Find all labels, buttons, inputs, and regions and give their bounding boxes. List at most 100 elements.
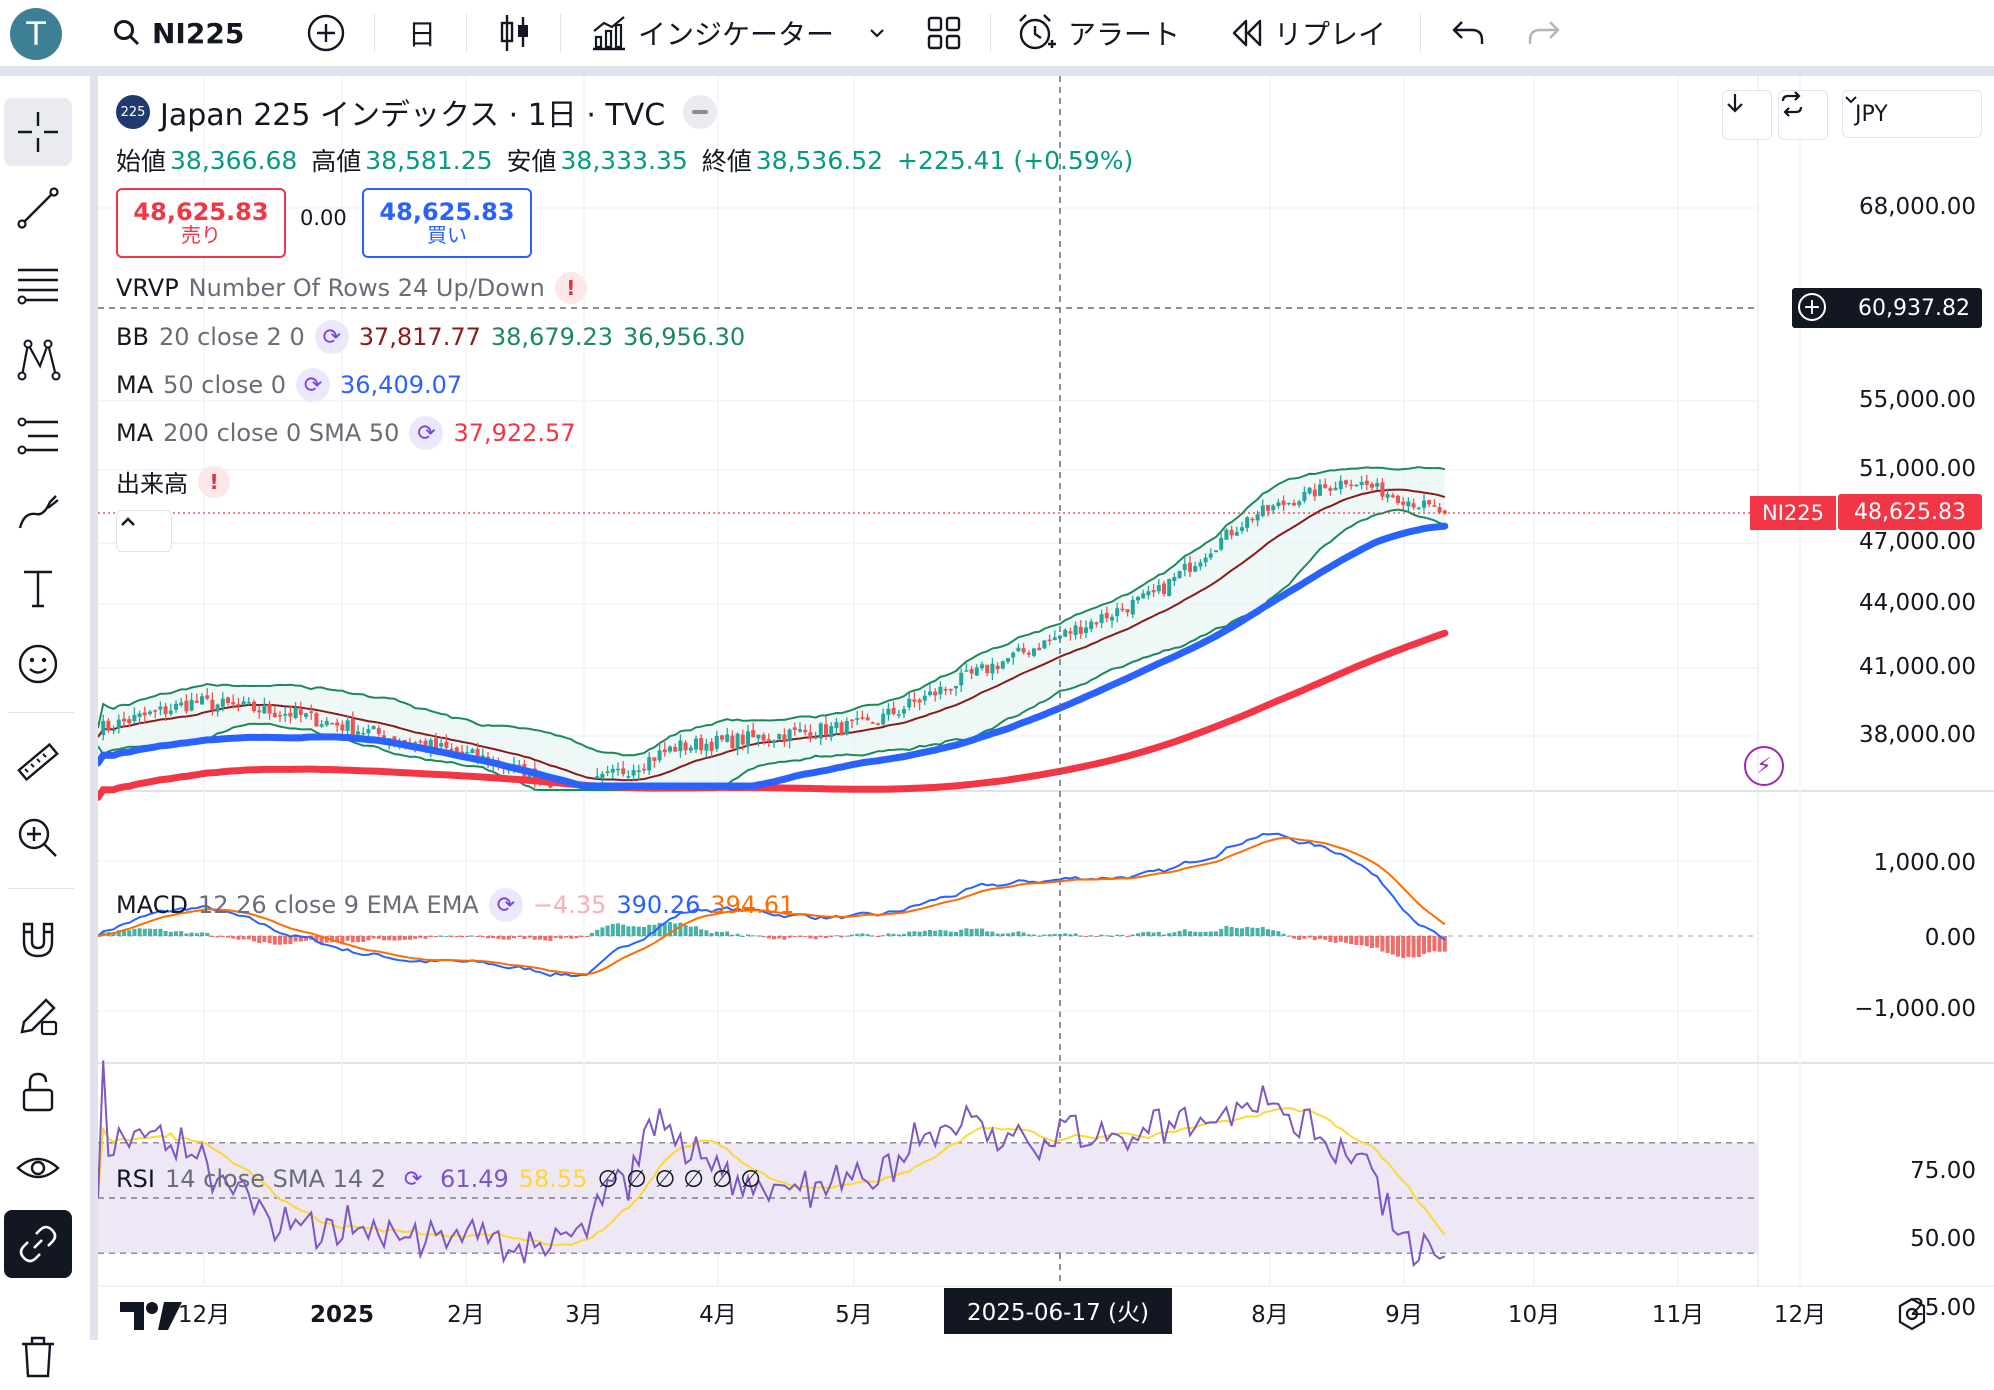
- refresh-icon[interactable]: ⟳: [488, 888, 523, 922]
- macd-histogram-bar: [678, 922, 683, 936]
- candle-body: [101, 721, 106, 736]
- candle-body: [434, 738, 438, 749]
- chart-canvas[interactable]: 12月 2025 2月 3月 4月 5月 8月 9月 10月 11月 12月 2025-06-17 (…: [98, 76, 1994, 1340]
- macd-histogram-bar: [954, 932, 958, 936]
- zoom-tool[interactable]: [4, 804, 72, 872]
- macd-histogram-bar: [938, 929, 943, 936]
- prediction-tool[interactable]: [4, 402, 72, 470]
- date-axis-label: 10月: [1508, 1302, 1560, 1328]
- sell-button[interactable]: 48,625.83 売り: [116, 188, 286, 258]
- trash-tool[interactable]: [4, 1322, 72, 1390]
- refresh-icon[interactable]: ⟳: [314, 320, 349, 354]
- collapse-indicators-button[interactable]: [116, 510, 172, 552]
- measure-tool[interactable]: [4, 728, 72, 796]
- candle-body: [605, 771, 610, 773]
- text-tool[interactable]: [4, 554, 72, 622]
- macd-histogram-bar: [792, 936, 797, 937]
- macd-histogram-bar: [1130, 934, 1135, 936]
- plus-circle-icon: [307, 14, 345, 52]
- layouts-button[interactable]: [926, 0, 962, 66]
- candle-body: [756, 734, 761, 739]
- buy-button[interactable]: 48,625.83 買い: [362, 188, 532, 258]
- macd-histogram-bar: [683, 925, 688, 936]
- hide-drawings-tool[interactable]: [4, 1134, 72, 1202]
- magnet-tool[interactable]: [4, 906, 72, 974]
- macd-histogram-bar: [1427, 936, 1432, 953]
- user-avatar[interactable]: T: [10, 8, 62, 60]
- macd-histogram-bar: [548, 936, 553, 942]
- indicators-button[interactable]: インジケーター: [590, 0, 888, 66]
- fib-tool[interactable]: [4, 250, 72, 318]
- date-axis-label: 12月: [178, 1302, 230, 1328]
- macd-legend[interactable]: MACD 12 26 close 9 EMA EMA ⟳ −4.35 390.2…: [116, 888, 794, 922]
- volume-legend[interactable]: 出来高 !: [116, 464, 230, 499]
- pattern-tool[interactable]: [4, 326, 72, 394]
- symbol-search-button[interactable]: NI225: [112, 0, 244, 66]
- interval-button[interactable]: 日: [408, 0, 436, 66]
- macd-histogram-bar: [1312, 936, 1317, 941]
- crosshair-tool[interactable]: [4, 98, 72, 166]
- refresh-icon[interactable]: ⟳: [296, 368, 331, 402]
- warning-icon[interactable]: !: [554, 272, 587, 304]
- macd-histogram-bar: [1156, 931, 1161, 936]
- macd-histogram-bar: [922, 930, 927, 936]
- candle-body: [262, 704, 267, 714]
- download-button[interactable]: [1722, 90, 1772, 140]
- ma50-name: MA: [116, 371, 154, 399]
- ma50-legend[interactable]: MA 50 close 0 ⟳ 36,409.07: [116, 368, 462, 402]
- undo-button[interactable]: [1450, 0, 1486, 66]
- vrvp-legend[interactable]: VRVP Number Of Rows 24 Up/Down !: [116, 272, 587, 304]
- ma50-value: 36,409.07: [340, 371, 463, 399]
- compare-symbol-button[interactable]: [306, 0, 346, 66]
- candle-body: [610, 768, 615, 773]
- candle-body: [980, 664, 984, 669]
- warning-icon[interactable]: !: [198, 465, 230, 498]
- macd-histogram-bar: [241, 936, 246, 940]
- sync-drawings-tool[interactable]: [4, 1210, 72, 1278]
- macd-histogram-bar: [886, 933, 891, 936]
- refresh-icon[interactable]: ⟳: [409, 416, 444, 450]
- brush-tool[interactable]: [4, 478, 72, 546]
- ma50-line: [98, 522, 1449, 790]
- plus-circle-icon[interactable]: +: [1798, 293, 1826, 321]
- auto-scale-button[interactable]: [1778, 90, 1828, 140]
- candle-body: [272, 712, 277, 718]
- macd-histogram-bar: [194, 933, 199, 936]
- candle-body: [766, 739, 771, 741]
- alert-button[interactable]: アラート: [1016, 0, 1180, 66]
- currency-select[interactable]: JPY: [1842, 90, 1982, 138]
- candle-body: [761, 734, 766, 741]
- indicators-label: インジケーター: [638, 18, 835, 51]
- candle-body: [1032, 648, 1036, 656]
- lock-drawings-pencil-tool[interactable]: [4, 982, 72, 1050]
- bb-upper-line: [98, 466, 1446, 757]
- trend-line-tool[interactable]: [4, 174, 72, 242]
- candle-body: [465, 751, 470, 754]
- lock-tool[interactable]: [4, 1058, 72, 1126]
- replay-button[interactable]: リプレイ: [1228, 0, 1386, 66]
- macd-histogram-bar: [1125, 936, 1130, 937]
- candle-body: [158, 706, 163, 710]
- candle-body: [709, 741, 714, 751]
- macd-histogram-bar: [1162, 934, 1166, 936]
- macd-histogram-bar: [543, 936, 548, 941]
- settings-icon[interactable]: [1894, 1296, 1930, 1332]
- candle-body: [1047, 639, 1052, 642]
- candle-body: [600, 773, 605, 778]
- sell-price: 48,625.83: [133, 197, 269, 226]
- link-icon: [19, 1225, 57, 1263]
- ma200-legend[interactable]: MA 200 close 0 SMA 50 ⟳ 37,922.57: [116, 416, 576, 450]
- macd-histogram-bar: [1172, 932, 1177, 936]
- bb-legend[interactable]: BB 20 close 2 0 ⟳ 37,817.77 38,679.23 36…: [116, 320, 745, 354]
- candle-body: [803, 729, 808, 733]
- emoji-tool[interactable]: [4, 630, 72, 698]
- chart-title-row: 225 Japan 225 インデックス · 1日 · TVC: [116, 90, 718, 134]
- chart-area[interactable]: 12月 2025 2月 3月 4月 5月 8月 9月 10月 11月 12月 2025-06-17 (…: [98, 76, 1994, 1340]
- lightning-icon[interactable]: ⚡: [1744, 746, 1784, 786]
- macd-histogram-bar: [1094, 936, 1099, 937]
- collapse-legend-button[interactable]: [683, 95, 718, 129]
- refresh-icon[interactable]: ⟳: [396, 1162, 431, 1196]
- rsi-legend[interactable]: RSI 14 close SMA 14 2 ⟳ 61.49 58.55 ∅ ∅ …: [116, 1162, 761, 1196]
- redo-button[interactable]: [1526, 0, 1562, 66]
- chart-type-button[interactable]: [498, 0, 532, 66]
